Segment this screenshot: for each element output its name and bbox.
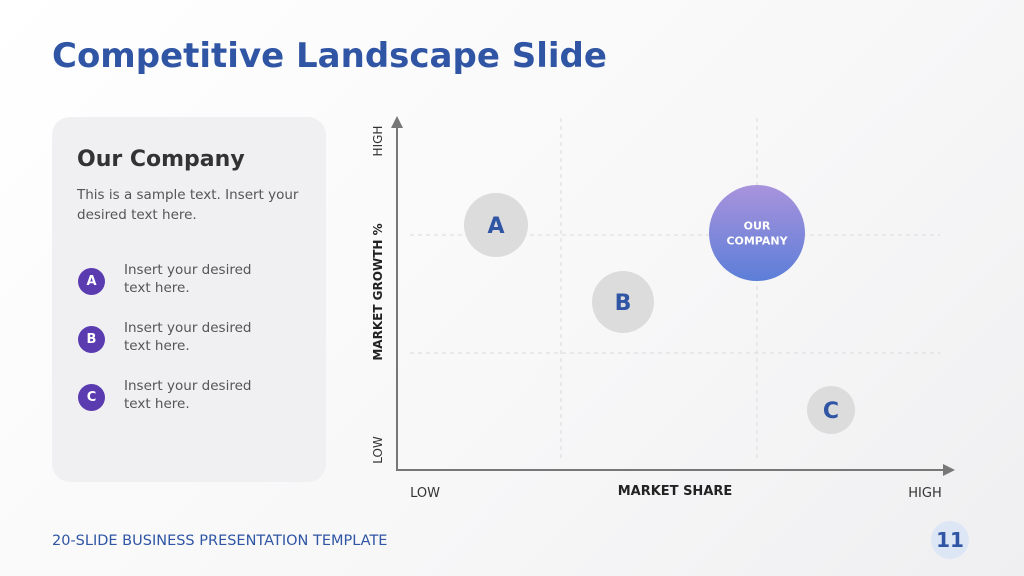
- bubble: [807, 386, 855, 434]
- bubble-label: OUR: [744, 220, 771, 233]
- y-axis-arrow: [391, 116, 403, 128]
- item-badge: A: [78, 268, 105, 295]
- x-low-label: LOW: [410, 486, 440, 501]
- bubble: [464, 193, 528, 257]
- item-badge: B: [78, 326, 105, 353]
- x-axis-arrow: [943, 464, 955, 476]
- company-panel: Our Company This is a sample text. Inser…: [52, 117, 326, 482]
- page-badge: [931, 521, 969, 559]
- panel-body: This is a sample text. Insert your desir…: [77, 187, 299, 223]
- panel-item: B Insert your desired text here.: [77, 320, 317, 363]
- x-high-label: HIGH: [908, 486, 941, 501]
- panel-item: C Insert your desired text here.: [77, 378, 317, 421]
- item-badge: C: [78, 384, 105, 411]
- y-low-label: LOW: [371, 436, 385, 464]
- y-axis-label: MARKET GROWTH %: [371, 223, 385, 360]
- y-high-label: HIGH: [371, 126, 385, 157]
- slide-title: Competitive Landscape Slide: [52, 36, 607, 76]
- bubble-label: A: [487, 214, 504, 239]
- x-axis-label: MARKET SHARE: [618, 484, 733, 499]
- bubble-label: COMPANY: [726, 234, 788, 247]
- page-number: 11: [936, 528, 964, 552]
- item-text: Insert your desired text here.: [124, 320, 252, 354]
- item-text: Insert your desired text here.: [124, 262, 252, 296]
- panel-item: A Insert your desired text here.: [77, 262, 317, 305]
- item-text: Insert your desired text here.: [124, 378, 252, 412]
- bubble: [709, 185, 805, 281]
- grid: [410, 118, 940, 460]
- bubble-label: C: [823, 399, 839, 424]
- footer-text: 20-SLIDE BUSINESS PRESENTATION TEMPLATE: [52, 533, 387, 549]
- bubble: [592, 271, 654, 333]
- bubble-label: B: [615, 291, 632, 316]
- panel-heading: Our Company: [77, 147, 245, 172]
